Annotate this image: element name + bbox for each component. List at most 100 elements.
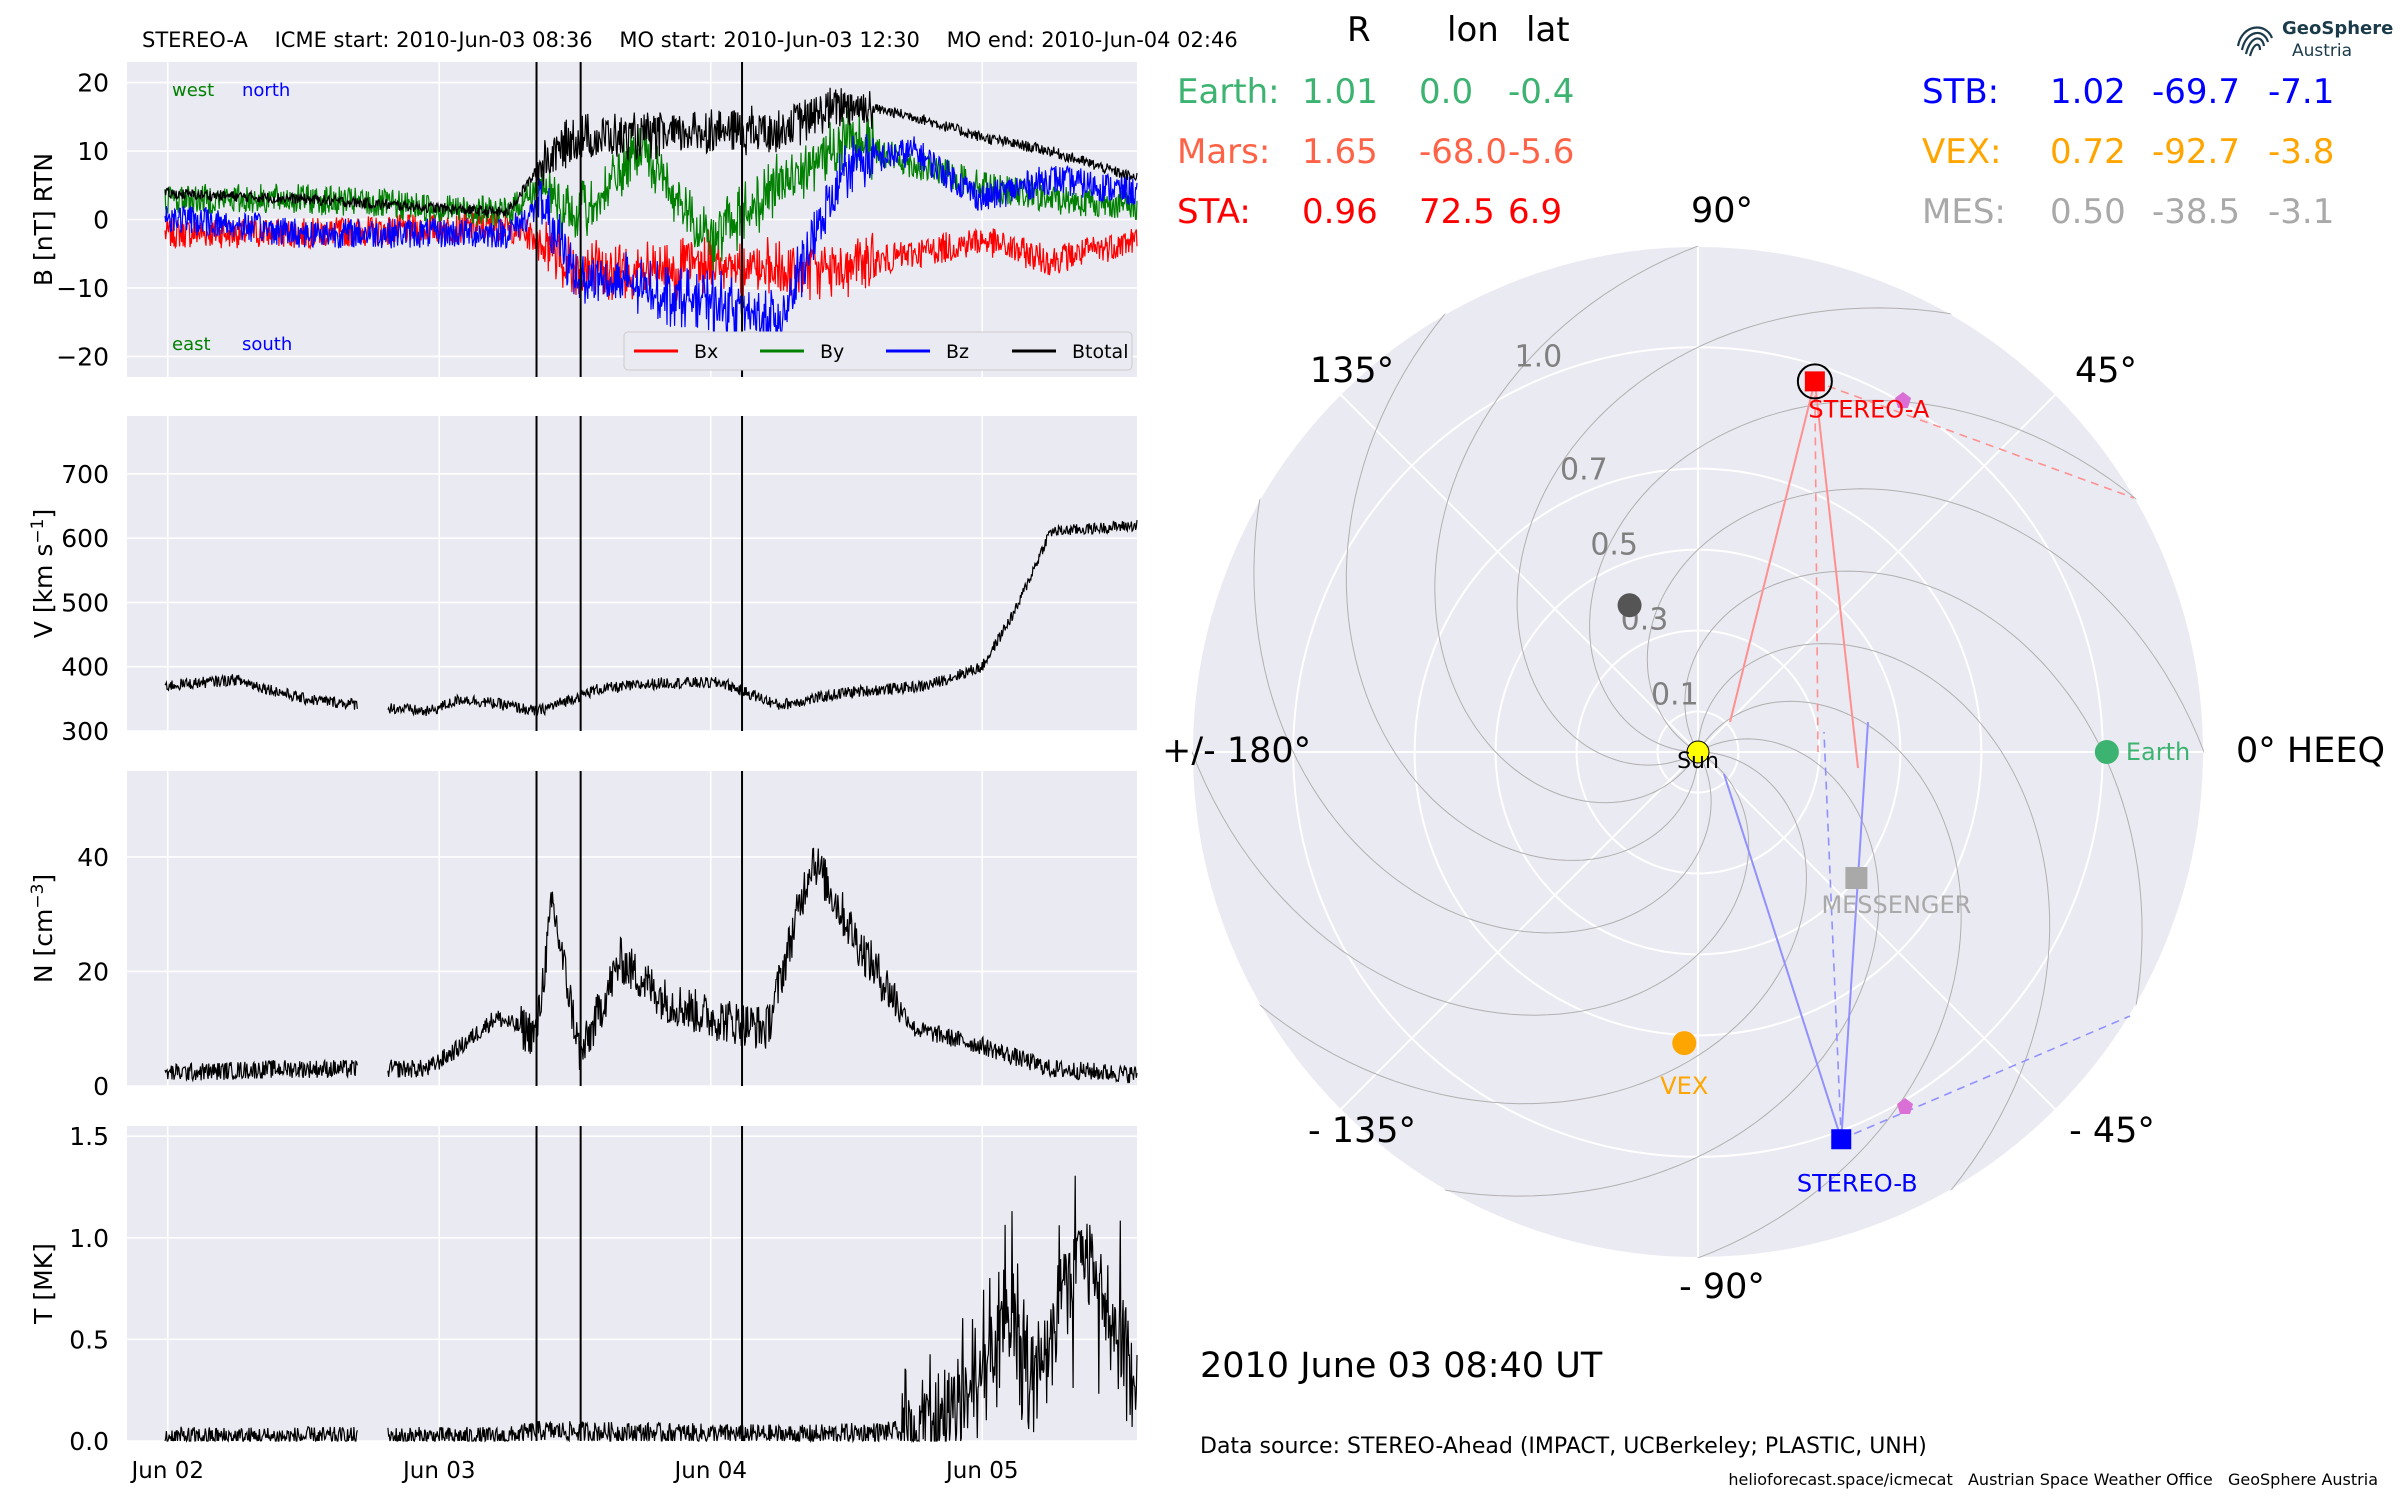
angle-label: 135° bbox=[1310, 351, 1394, 391]
parker-spiral bbox=[1192, 696, 1750, 1016]
parker-spirals bbox=[1192, 246, 2204, 1258]
panel-background bbox=[127, 771, 1137, 1086]
legend-box bbox=[623, 331, 1133, 371]
y-label-text: T [MK] bbox=[29, 1243, 58, 1325]
panel-4: 1.5 1.0 0.5 0.0 T [MK] Jun 02 Jun 03 Jun 04 Jun … bbox=[29, 1122, 1138, 1484]
table-row-name: Mars: bbox=[1177, 132, 1271, 172]
series-btotal bbox=[164, 87, 1138, 219]
geosphere-swirl-icon bbox=[2236, 26, 2274, 57]
angle-label: 45° bbox=[2075, 351, 2137, 391]
stb-connection-line bbox=[1840, 721, 1869, 1140]
series-n bbox=[164, 847, 1138, 1084]
icme-start-label: ICME start: 2010-Jun-03 08:36 bbox=[274, 28, 593, 52]
y-tick-label: 20 bbox=[77, 957, 109, 986]
annotation-north: north bbox=[242, 80, 290, 101]
parker-spiral bbox=[1434, 246, 1754, 804]
table-cell-lat: -3.1 bbox=[2268, 192, 2335, 232]
table-cell-lat: -3.8 bbox=[2268, 132, 2335, 172]
table-cell-lat: -0.4 bbox=[1508, 72, 1575, 112]
table-row-name: MES: bbox=[1922, 192, 2006, 232]
y-label-text: N [cm bbox=[29, 909, 58, 984]
y-label-text: B [nT] RTN bbox=[29, 153, 58, 286]
parker-spiral bbox=[1697, 643, 2051, 1234]
y-axis-label: N [cm−3] bbox=[28, 874, 58, 983]
sta-marker bbox=[1804, 371, 1825, 392]
table-cell-lon: -69.7 bbox=[2152, 72, 2240, 112]
table-header-lat: lat bbox=[1526, 10, 1570, 50]
sta-footpoint-marker bbox=[1895, 392, 1911, 408]
table-row-name: STA: bbox=[1177, 192, 1251, 232]
sta-connection-line bbox=[1813, 381, 1859, 769]
x-tick-label: Jun 03 bbox=[401, 1458, 476, 1484]
y-tick-label: 0 bbox=[93, 206, 109, 235]
x-tick-label: Jun 05 bbox=[944, 1458, 1019, 1484]
table-cell-lon: -38.5 bbox=[2152, 192, 2240, 232]
stb-label: STEREO-B bbox=[1797, 1169, 1918, 1197]
parker-spiral bbox=[1516, 307, 2008, 766]
table-cell-lat: -5.6 bbox=[1508, 132, 1575, 172]
annotation-east: east bbox=[172, 334, 211, 355]
legend-label-btotal: Btotal bbox=[1072, 341, 1128, 363]
data-source: Data source: STEREO-Ahead (IMPACT, UCBer… bbox=[1200, 1434, 1927, 1459]
table-cell-r: 0.72 bbox=[2050, 132, 2126, 172]
x-tick-label: Jun 02 bbox=[129, 1458, 204, 1484]
table-cell-lon: 0.0 bbox=[1419, 72, 1474, 112]
y-label-text: V [km s bbox=[29, 544, 58, 639]
messenger-marker bbox=[1845, 866, 1868, 889]
radial-tick-label: 0.5 bbox=[1590, 527, 1638, 562]
panel-background bbox=[127, 1126, 1137, 1441]
earth-label: Earth bbox=[2126, 738, 2190, 766]
series-t bbox=[164, 1175, 1138, 1444]
parker-spiral bbox=[1589, 399, 2180, 753]
vex-label: VEX bbox=[1660, 1072, 1708, 1100]
angle-label: +/- 180° bbox=[1162, 731, 1311, 771]
panel-2: 700 600 500 400 300 V [km s−1] bbox=[28, 416, 1138, 746]
angle-label: - 135° bbox=[1308, 1111, 1416, 1151]
series-bx bbox=[164, 211, 1138, 301]
parker-spiral bbox=[1216, 751, 1807, 1105]
y-axis-label: B [nT] RTN bbox=[29, 153, 58, 286]
timeseries-title: STEREO-A ICME start: 2010-Jun-03 08:36 M… bbox=[142, 28, 1238, 52]
legend-label-bx: Bx bbox=[694, 341, 718, 363]
y-tick-label: 400 bbox=[61, 653, 109, 682]
sta-dashed-line bbox=[1814, 381, 1819, 753]
sun-label: Sun bbox=[1677, 749, 1719, 774]
table-cell-lon: 72.5 bbox=[1419, 192, 1495, 232]
stb-connection-line bbox=[1723, 773, 1843, 1140]
y-tick-label: 0.5 bbox=[69, 1325, 109, 1354]
radial-tick-label: 0.1 bbox=[1651, 677, 1699, 712]
sun-marker bbox=[1686, 740, 1710, 764]
date-stamp: 2010 June 03 08:40 UT bbox=[1200, 1346, 1603, 1386]
y-tick-label: −20 bbox=[56, 342, 109, 371]
y-tick-label: 0 bbox=[93, 1072, 109, 1101]
parker-spiral bbox=[1345, 270, 1699, 861]
series-v bbox=[164, 520, 1138, 717]
y-tick-label: 1.0 bbox=[69, 1224, 109, 1253]
table-cell-r: 0.96 bbox=[1302, 192, 1378, 232]
spacecraft-label: STEREO-A bbox=[142, 28, 248, 52]
sta-dashed-line bbox=[1814, 380, 2135, 499]
geosphere-logo: GeoSphere Austria bbox=[2230, 12, 2393, 66]
vex-marker bbox=[1672, 1031, 1697, 1056]
y-label-end: ] bbox=[29, 874, 58, 884]
panel-background bbox=[127, 416, 1137, 731]
table-row-name: STB: bbox=[1922, 72, 2000, 112]
parker-spiral bbox=[1388, 738, 1880, 1197]
y-tick-label: 0.0 bbox=[69, 1427, 109, 1456]
mo-start-label: MO start: 2010-Jun-03 12:30 bbox=[619, 28, 920, 52]
earth-marker bbox=[2094, 740, 2119, 764]
y-tick-label: 300 bbox=[61, 717, 109, 746]
y-label-end: ] bbox=[29, 509, 58, 519]
parker-spiral bbox=[1684, 570, 2143, 1062]
y-tick-label: 20 bbox=[77, 69, 109, 98]
table-row-name: Earth: bbox=[1177, 72, 1280, 112]
angle-label: 90° bbox=[1691, 191, 1753, 231]
table-cell-r: 1.65 bbox=[1302, 132, 1378, 172]
table-header-lon: lon bbox=[1447, 10, 1499, 50]
annotation-south: south bbox=[242, 334, 292, 355]
parker-spiral bbox=[1642, 700, 1962, 1258]
stb-footpoint-marker bbox=[1897, 1098, 1913, 1114]
y-axis-label: V [km s−1] bbox=[28, 509, 58, 638]
